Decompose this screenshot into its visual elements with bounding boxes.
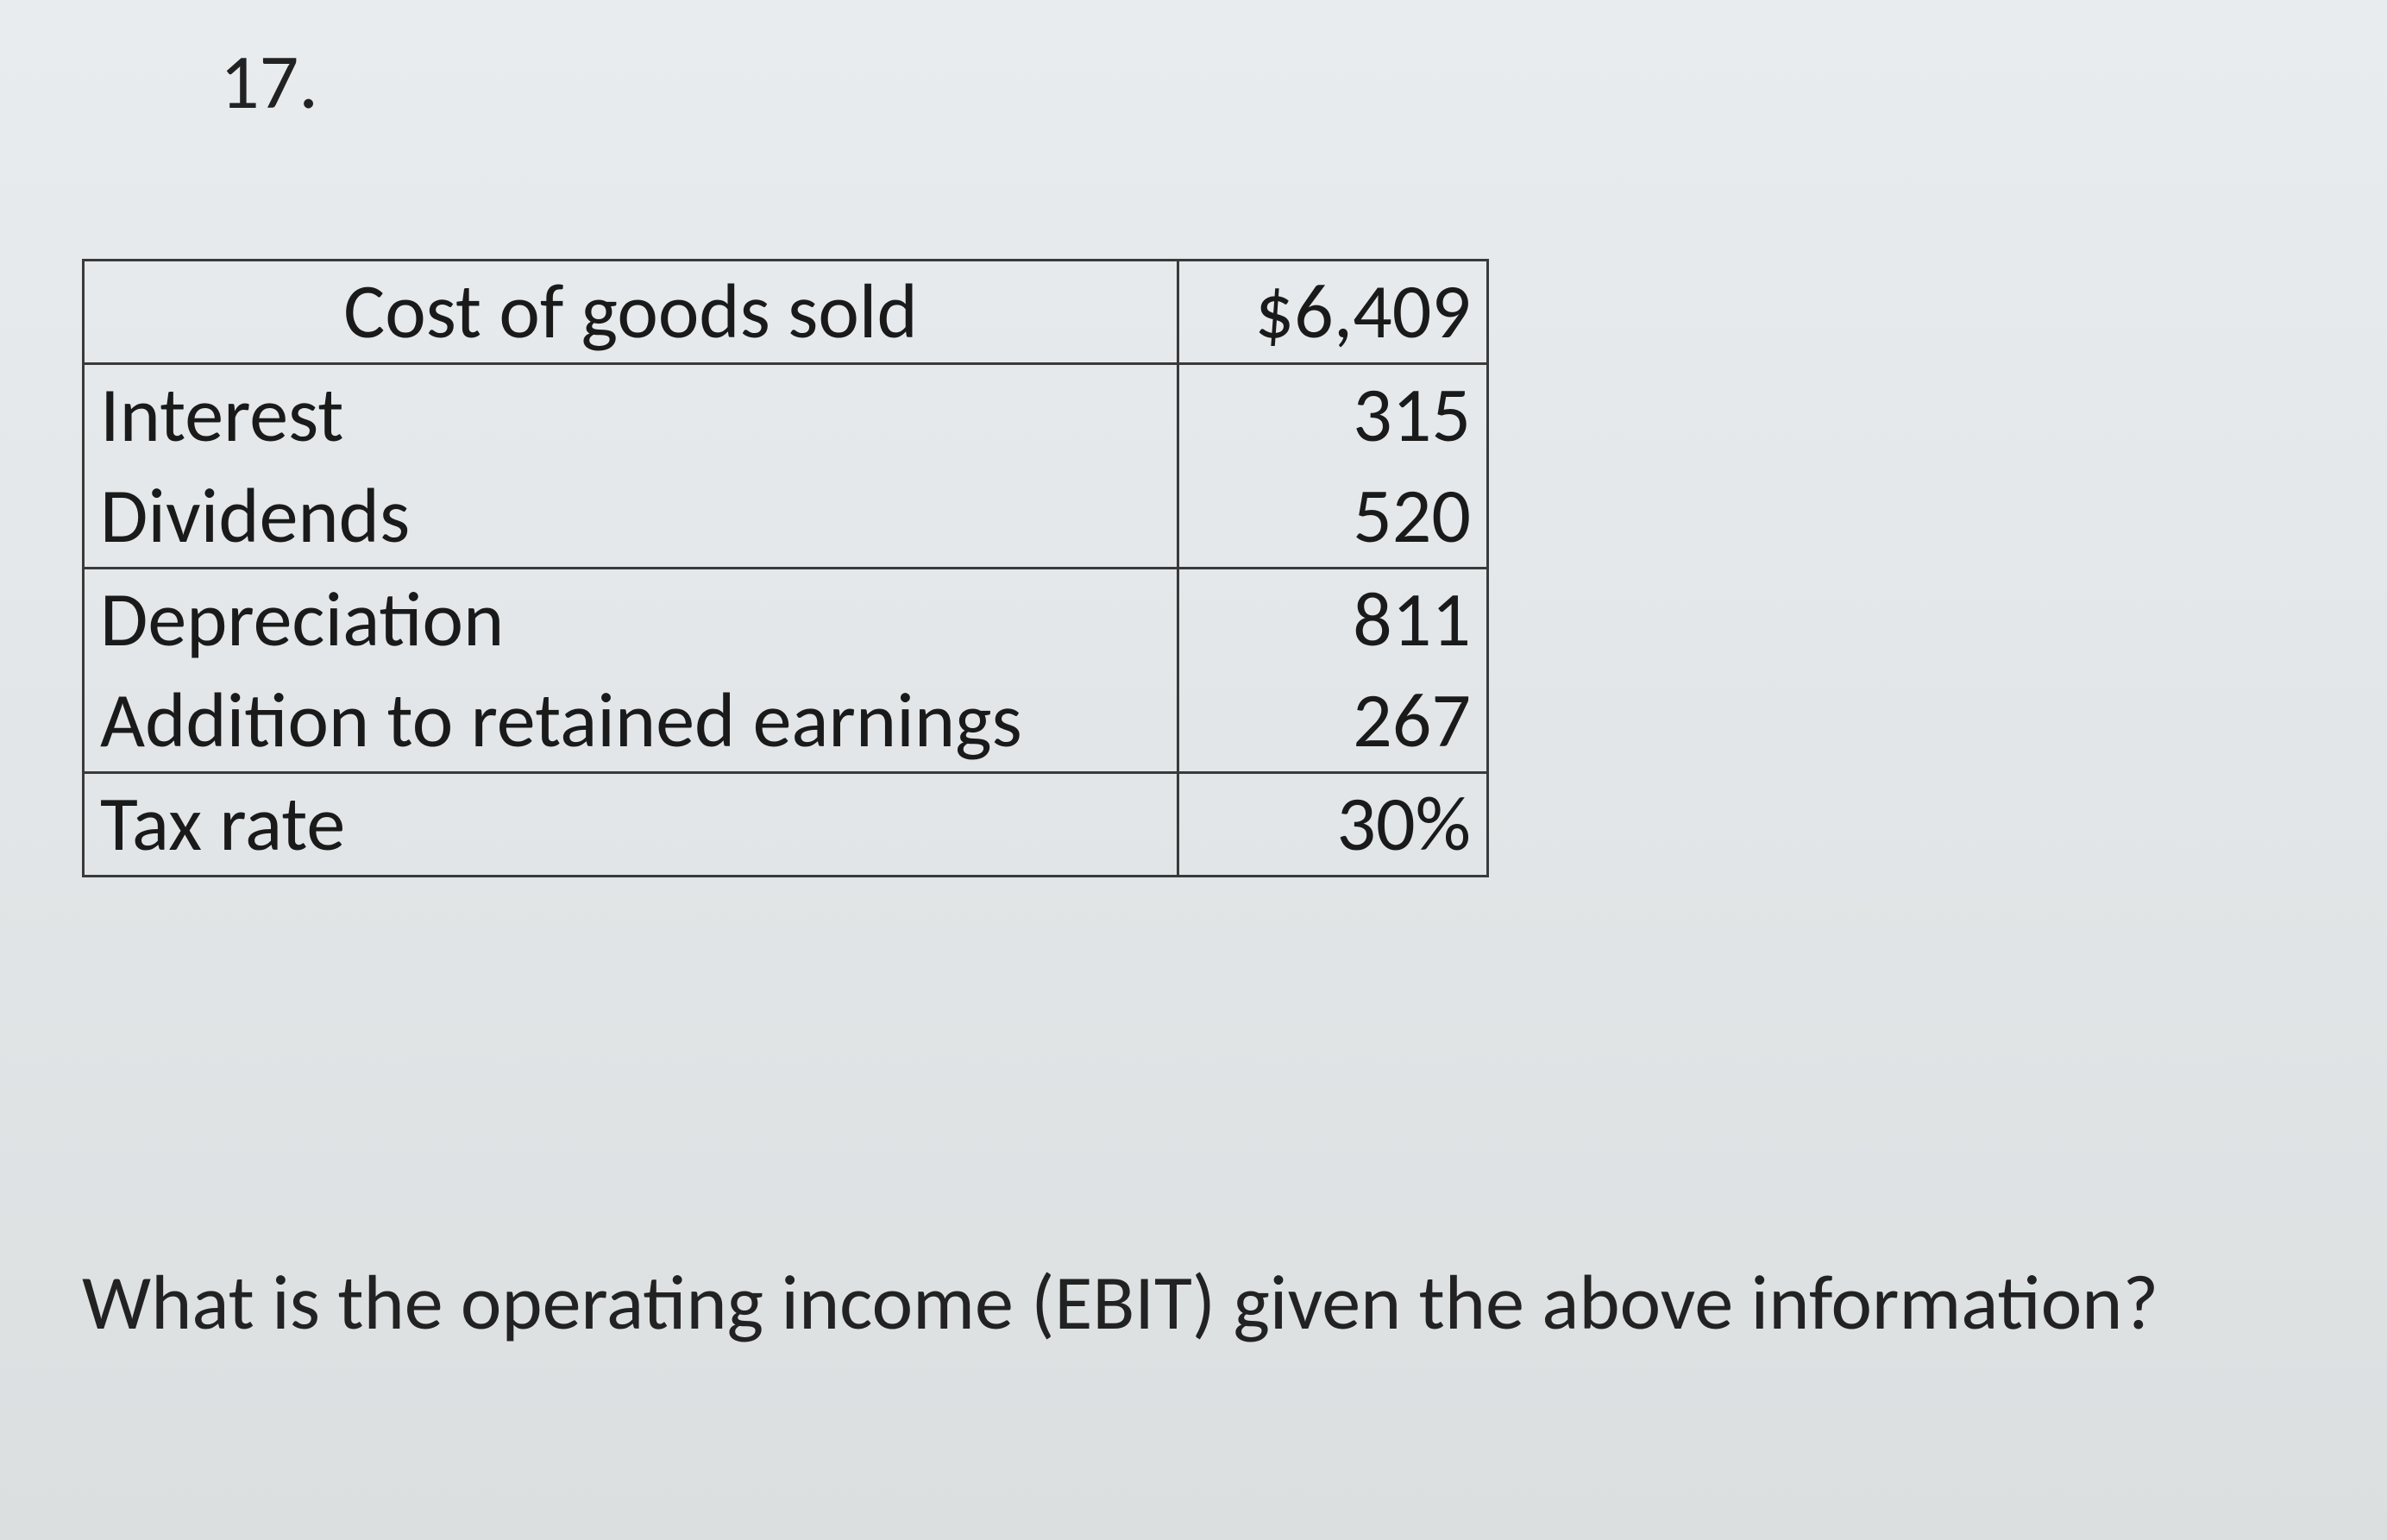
row-value: 520 (1178, 466, 1488, 569)
table-row: Depreciation 811 (84, 569, 1488, 671)
table-row: Cost of goods sold $6,409 (84, 261, 1488, 364)
table-row: Interest 315 (84, 364, 1488, 467)
table-row: Tax rate 30% (84, 773, 1488, 877)
row-label: Depreciation (84, 569, 1178, 671)
financial-data-table: Cost of goods sold $6,409 Interest 315 D… (82, 259, 1489, 877)
row-label: Addition to retained earnings (84, 670, 1178, 773)
question-number: 17. (220, 35, 318, 129)
row-value: 30% (1178, 773, 1488, 877)
row-value: 315 (1178, 364, 1488, 467)
question-page: 17. Cost of goods sold $6,409 Interest 3… (0, 0, 2387, 1540)
row-label: Cost of goods sold (84, 261, 1178, 364)
row-label: Dividends (84, 466, 1178, 569)
row-label: Interest (84, 364, 1178, 467)
row-value: $6,409 (1178, 261, 1488, 364)
question-prompt: What is the operating income (EBIT) give… (82, 1255, 2158, 1350)
row-value: 811 (1178, 569, 1488, 671)
table-row: Dividends 520 (84, 466, 1488, 569)
row-label: Tax rate (84, 773, 1178, 877)
table-row: Addition to retained earnings 267 (84, 670, 1488, 773)
row-value: 267 (1178, 670, 1488, 773)
